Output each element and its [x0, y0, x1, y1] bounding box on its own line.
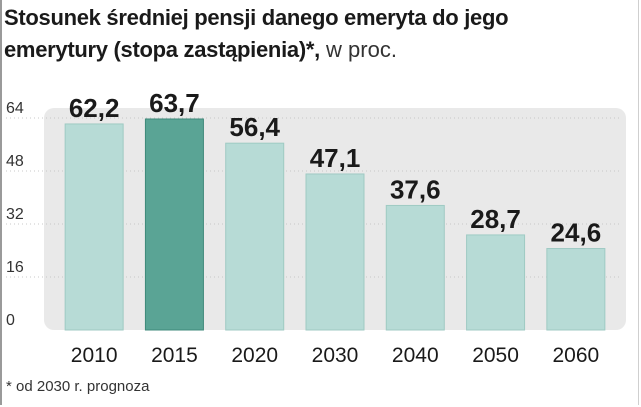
x-tick-label-2020: 2020: [231, 344, 278, 367]
y-tick-label: 0: [6, 312, 15, 329]
y-tick-label: 16: [6, 259, 24, 276]
y-tick-label: 32: [6, 206, 24, 223]
title-line-1: Stosunek średniej pensji danego emeryta …: [4, 5, 509, 30]
bar-2040: [385, 204, 445, 331]
y-tick-label: 48: [6, 153, 24, 170]
bar-2030: [305, 173, 365, 331]
bar-2020: [225, 142, 285, 331]
bar-2015: [144, 118, 204, 331]
value-label-2010: 62,2: [69, 93, 120, 123]
x-tick-label-2015: 2015: [151, 344, 198, 367]
x-tick-label-2060: 2060: [552, 344, 599, 367]
y-tick-label: 64: [6, 100, 24, 117]
bar-2010: [64, 123, 124, 331]
title-unit: w proc.: [319, 37, 397, 62]
footnote: * od 2030 r. prognoza: [6, 378, 150, 395]
x-tick-label-2040: 2040: [392, 344, 439, 367]
bar-2060: [546, 248, 606, 331]
title-line-2: emerytury (stopa zastąpienia)*,: [4, 37, 320, 62]
chart-title: Stosunek średniej pensji danego emeryta …: [4, 2, 624, 66]
value-label-2020: 56,4: [229, 112, 280, 142]
bar-2050: [466, 234, 526, 331]
value-label-2015: 63,7: [149, 88, 200, 118]
x-tick-label-2010: 2010: [71, 344, 118, 367]
value-label-2040: 37,6: [390, 174, 441, 204]
value-label-2050: 28,7: [470, 204, 521, 234]
x-tick-label-2050: 2050: [472, 344, 519, 367]
x-tick-label-2030: 2030: [312, 344, 359, 367]
value-label-2030: 47,1: [310, 143, 361, 173]
value-label-2060: 24,6: [551, 218, 602, 248]
